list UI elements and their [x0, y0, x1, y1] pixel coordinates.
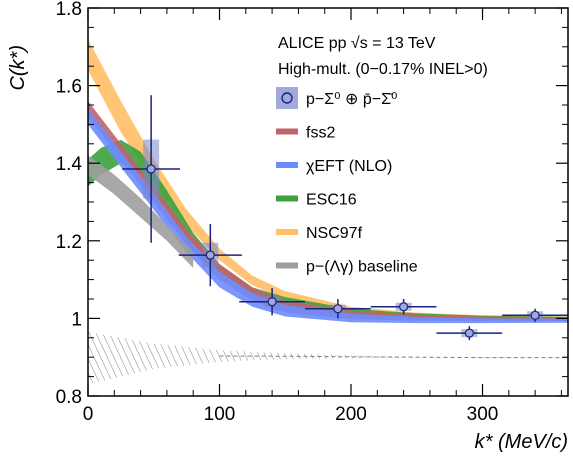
legend-swatch [276, 162, 298, 168]
data-point-marker [530, 310, 540, 320]
y-tick-label: 1.6 [56, 77, 82, 98]
hatch-band-dashed-line [219, 355, 568, 359]
data-point-marker [146, 164, 156, 174]
data-point-marker [205, 250, 215, 260]
legend-swatch [276, 195, 298, 202]
x-axis-title: k* (MeV/c) [475, 431, 568, 453]
header-line-2: High-mult. (0−0.17% INEL>0) [278, 61, 488, 78]
data-point-3 [239, 288, 305, 316]
axis-ticks: 0 100 200 300 0.8 1 1.2 1.4 1.6 1.8 [56, 0, 568, 425]
legend-label: fss2 [306, 125, 335, 142]
hatch-band-layer [88, 332, 568, 385]
legend-label: p−(Λγ) baseline [306, 259, 418, 276]
legend-entry-2: fss2 [276, 125, 335, 142]
data-point-marker [267, 297, 277, 307]
legend-swatch [276, 262, 298, 269]
data-point-marker [464, 328, 474, 338]
legend-label: χEFT (NLO) [306, 158, 392, 175]
x-tick-label: 100 [204, 404, 236, 425]
legend-entry-5: NSC97f [276, 225, 363, 242]
data-point-5 [370, 299, 437, 315]
header-line-1: ALICE pp √s = 13 TeV [278, 35, 436, 52]
y-tick-label: 1.2 [56, 232, 82, 253]
data-point-7 [502, 308, 568, 322]
data-point-marker [333, 304, 343, 314]
x-tick-label: 200 [335, 404, 367, 425]
legend-entry-6: p−(Λγ) baseline [276, 259, 418, 276]
legend-data-marker [281, 92, 293, 104]
band-nsc97f [88, 39, 568, 321]
data-point-1 [122, 95, 181, 243]
data-point-6 [436, 326, 503, 341]
y-tick-label: 0.8 [56, 387, 82, 408]
y-tick-label: 1.8 [56, 0, 82, 20]
data-points-layer [122, 95, 568, 341]
legend-swatch [276, 128, 298, 135]
legend-label: p−Σ⁰ ⊕ p̄−Σ̄⁰ [306, 91, 397, 108]
data-point-2 [178, 224, 242, 287]
data-point-4 [304, 299, 371, 319]
y-axis-title: C(k*) [7, 45, 29, 91]
y-tick-label: 1 [71, 309, 82, 330]
legend: p−Σ⁰ ⊕ p̄−Σ̄⁰ fss2 χEFT (NLO) ESC16 NSC97f p−… [276, 87, 418, 276]
chart-header: ALICE pp √s = 13 TeV High-mult. (0−0.17% … [278, 35, 488, 78]
model-bands-layer [88, 39, 568, 324]
legend-entry-4: ESC16 [276, 192, 357, 209]
legend-swatch [276, 229, 298, 235]
legend-entry-3: χEFT (NLO) [276, 158, 392, 175]
hatch-band [88, 332, 568, 385]
band--eft-nlo- [88, 108, 568, 324]
legend-label: ESC16 [306, 192, 357, 209]
x-tick-label: 0 [83, 404, 94, 425]
legend-label: NSC97f [306, 225, 363, 242]
band-p-baseline [88, 155, 194, 268]
data-point-marker [399, 302, 409, 312]
x-tick-label: 300 [467, 404, 499, 425]
y-tick-label: 1.4 [56, 154, 83, 175]
legend-entry-1: p−Σ⁰ ⊕ p̄−Σ̄⁰ [276, 87, 397, 109]
